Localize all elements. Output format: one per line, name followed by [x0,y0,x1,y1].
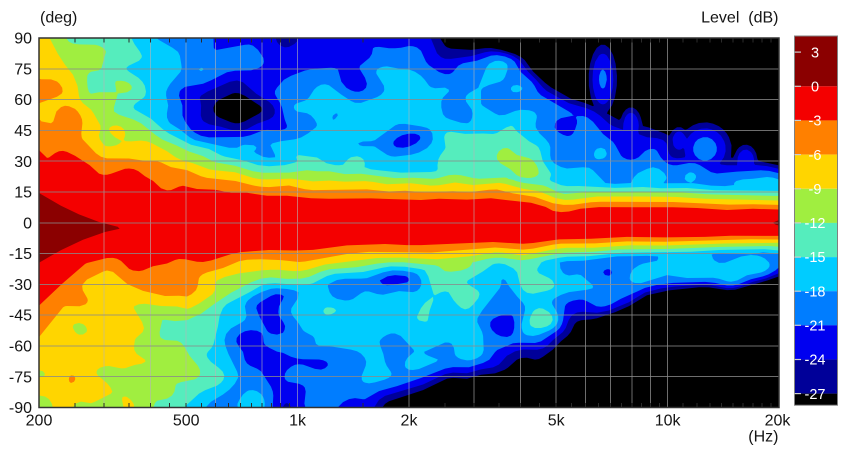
svg-text:90: 90 [14,31,32,48]
svg-text:60: 60 [14,92,32,109]
svg-text:45: 45 [14,123,32,140]
svg-text:5k: 5k [548,413,566,430]
svg-text:-60: -60 [9,339,32,356]
svg-text:(deg): (deg) [40,10,77,27]
svg-text:-15: -15 [9,246,32,263]
svg-text:30: 30 [14,154,32,171]
svg-text:-9: -9 [809,182,822,198]
svg-text:-3: -3 [809,114,822,130]
svg-text:-90: -90 [9,400,32,417]
svg-text:75: 75 [14,61,32,78]
svg-text:-24: -24 [805,353,826,369]
svg-text:10k: 10k [655,413,682,430]
svg-text:200: 200 [26,413,53,430]
svg-text:-18: -18 [805,284,826,300]
svg-text:-6: -6 [809,148,822,164]
svg-text:-45: -45 [9,308,32,325]
svg-text:0: 0 [23,215,32,232]
svg-text:15: 15 [14,185,32,202]
svg-text:-75: -75 [9,369,32,386]
svg-text:20k: 20k [765,413,792,430]
svg-text:-30: -30 [9,277,32,294]
svg-text:0: 0 [811,80,819,96]
svg-text:3: 3 [811,45,819,61]
svg-text:-21: -21 [805,319,826,335]
svg-text:2k: 2k [401,413,419,430]
svg-text:-27: -27 [805,387,826,403]
svg-text:Level (dB): Level (dB) [701,10,778,27]
svg-text:500: 500 [173,413,200,430]
svg-text:-15: -15 [805,250,826,266]
svg-text:-12: -12 [805,216,826,232]
svg-text:(Hz): (Hz) [748,429,778,446]
svg-text:1k: 1k [289,413,307,430]
